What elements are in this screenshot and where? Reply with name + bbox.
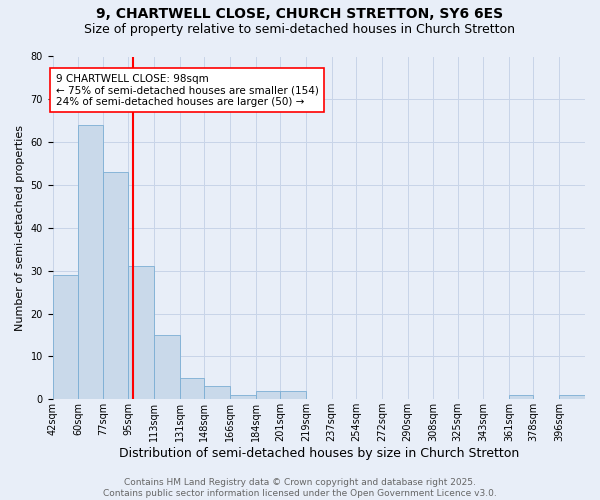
Text: Size of property relative to semi-detached houses in Church Stretton: Size of property relative to semi-detach… bbox=[85, 22, 515, 36]
X-axis label: Distribution of semi-detached houses by size in Church Stretton: Distribution of semi-detached houses by … bbox=[119, 447, 519, 460]
Bar bbox=[154, 335, 180, 399]
Text: 9, CHARTWELL CLOSE, CHURCH STRETTON, SY6 6ES: 9, CHARTWELL CLOSE, CHURCH STRETTON, SY6… bbox=[97, 8, 503, 22]
Bar bbox=[559, 395, 585, 399]
Bar bbox=[256, 390, 280, 399]
Bar bbox=[128, 266, 154, 399]
Bar bbox=[509, 395, 533, 399]
Bar bbox=[180, 378, 205, 399]
Y-axis label: Number of semi-detached properties: Number of semi-detached properties bbox=[15, 125, 25, 331]
Bar bbox=[103, 172, 128, 399]
Bar bbox=[230, 395, 256, 399]
Bar bbox=[53, 275, 79, 399]
Text: Contains HM Land Registry data © Crown copyright and database right 2025.
Contai: Contains HM Land Registry data © Crown c… bbox=[103, 478, 497, 498]
Text: 9 CHARTWELL CLOSE: 98sqm
← 75% of semi-detached houses are smaller (154)
24% of : 9 CHARTWELL CLOSE: 98sqm ← 75% of semi-d… bbox=[56, 74, 319, 107]
Bar bbox=[205, 386, 230, 399]
Bar bbox=[79, 125, 103, 399]
Bar bbox=[280, 390, 306, 399]
